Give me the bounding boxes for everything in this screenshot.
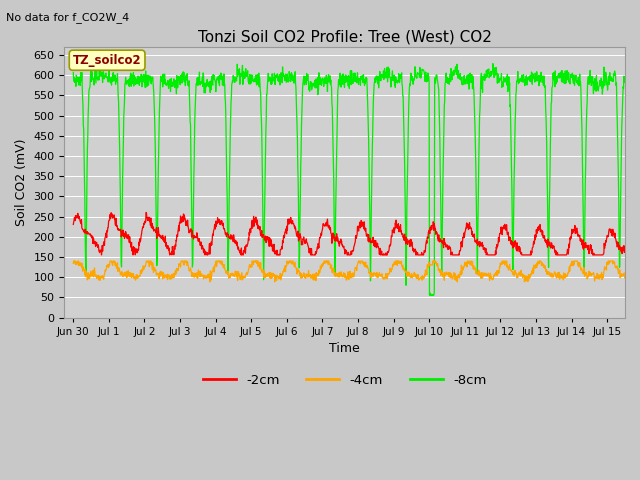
Text: No data for f_CO2W_4: No data for f_CO2W_4 bbox=[6, 12, 130, 23]
Y-axis label: Soil CO2 (mV): Soil CO2 (mV) bbox=[15, 139, 28, 226]
X-axis label: Time: Time bbox=[330, 342, 360, 355]
Legend: -2cm, -4cm, -8cm: -2cm, -4cm, -8cm bbox=[198, 369, 492, 392]
Text: TZ_soilco2: TZ_soilco2 bbox=[73, 54, 141, 67]
Title: Tonzi Soil CO2 Profile: Tree (West) CO2: Tonzi Soil CO2 Profile: Tree (West) CO2 bbox=[198, 29, 492, 44]
